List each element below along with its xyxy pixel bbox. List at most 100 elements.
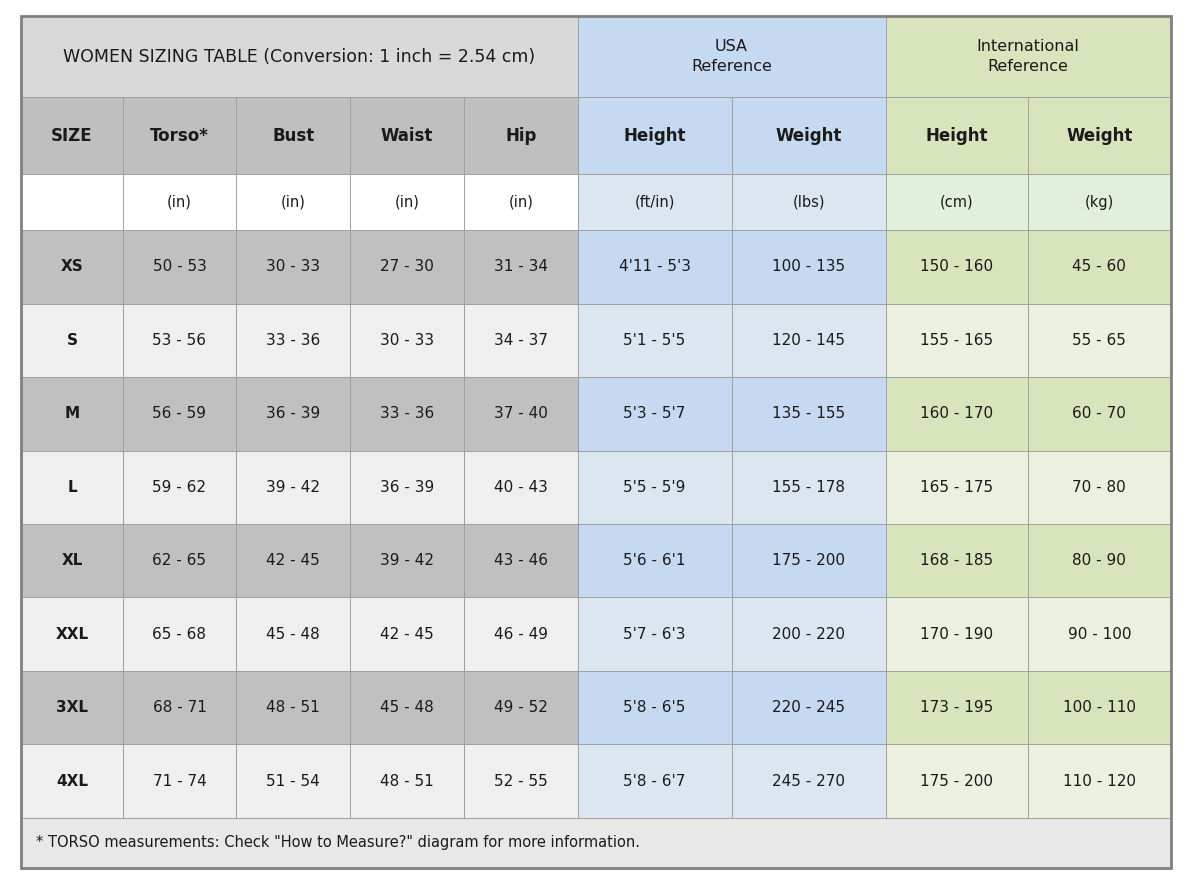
- Text: L: L: [67, 480, 76, 495]
- Bar: [123, 97, 236, 174]
- Text: 5'7 - 6'3: 5'7 - 6'3: [623, 627, 685, 642]
- Text: Torso*: Torso*: [150, 126, 209, 145]
- Bar: [464, 598, 578, 671]
- Text: (in): (in): [281, 194, 305, 210]
- Text: SIZE: SIZE: [51, 126, 93, 145]
- Bar: [350, 303, 464, 377]
- Bar: [1028, 230, 1171, 303]
- Text: 168 - 185: 168 - 185: [920, 553, 993, 568]
- Text: 150 - 160: 150 - 160: [920, 259, 993, 274]
- Text: 4XL: 4XL: [56, 774, 88, 789]
- Text: (ft/in): (ft/in): [634, 194, 675, 210]
- Text: 5'8 - 6'7: 5'8 - 6'7: [623, 774, 685, 789]
- Bar: [1028, 598, 1171, 671]
- Text: 155 - 178: 155 - 178: [772, 480, 845, 495]
- Bar: [236, 598, 350, 671]
- Bar: [350, 598, 464, 671]
- Text: 30 - 33: 30 - 33: [266, 259, 321, 274]
- Bar: [886, 230, 1028, 303]
- Text: S: S: [67, 332, 77, 347]
- Text: 4'11 - 5'3: 4'11 - 5'3: [619, 259, 690, 274]
- Bar: [578, 230, 732, 303]
- Text: 43 - 46: 43 - 46: [493, 553, 548, 568]
- Text: 5'6 - 6'1: 5'6 - 6'1: [623, 553, 685, 568]
- Text: (in): (in): [395, 194, 420, 210]
- Bar: [21, 744, 123, 818]
- Text: 175 - 200: 175 - 200: [920, 774, 993, 789]
- Bar: [578, 671, 732, 744]
- Bar: [1028, 377, 1171, 451]
- Text: 33 - 36: 33 - 36: [266, 332, 321, 347]
- Text: Bust: Bust: [272, 126, 315, 145]
- Bar: [21, 818, 1171, 868]
- Bar: [123, 744, 236, 818]
- Text: 173 - 195: 173 - 195: [920, 700, 993, 715]
- Text: 42 - 45: 42 - 45: [380, 627, 434, 642]
- Text: Hip: Hip: [505, 126, 536, 145]
- Text: 46 - 49: 46 - 49: [493, 627, 548, 642]
- Text: 245 - 270: 245 - 270: [772, 774, 845, 789]
- Bar: [886, 377, 1028, 451]
- Text: 53 - 56: 53 - 56: [153, 332, 206, 347]
- Bar: [123, 303, 236, 377]
- Text: (in): (in): [508, 194, 533, 210]
- Text: M: M: [64, 407, 80, 422]
- Bar: [1028, 97, 1171, 174]
- Bar: [732, 230, 886, 303]
- Bar: [350, 451, 464, 524]
- Text: 36 - 39: 36 - 39: [380, 480, 434, 495]
- Bar: [464, 377, 578, 451]
- Bar: [21, 524, 123, 598]
- Text: 3XL: 3XL: [56, 700, 88, 715]
- Bar: [464, 451, 578, 524]
- Bar: [886, 524, 1028, 598]
- Text: 50 - 53: 50 - 53: [153, 259, 206, 274]
- Text: 135 - 155: 135 - 155: [772, 407, 845, 422]
- Bar: [732, 451, 886, 524]
- Text: 71 - 74: 71 - 74: [153, 774, 206, 789]
- Text: 49 - 52: 49 - 52: [493, 700, 547, 715]
- Bar: [1028, 451, 1171, 524]
- Text: Height: Height: [623, 126, 685, 145]
- Bar: [464, 303, 578, 377]
- Text: XXL: XXL: [56, 627, 88, 642]
- Text: Weight: Weight: [1066, 126, 1132, 145]
- Text: 59 - 62: 59 - 62: [153, 480, 206, 495]
- Bar: [1028, 524, 1171, 598]
- Bar: [578, 524, 732, 598]
- Bar: [123, 174, 236, 230]
- Bar: [464, 174, 578, 230]
- Text: 165 - 175: 165 - 175: [920, 480, 993, 495]
- Bar: [464, 97, 578, 174]
- Bar: [21, 97, 123, 174]
- Text: 60 - 70: 60 - 70: [1073, 407, 1126, 422]
- Bar: [236, 377, 350, 451]
- Bar: [732, 97, 886, 174]
- Text: 155 - 165: 155 - 165: [920, 332, 993, 347]
- Bar: [732, 744, 886, 818]
- Text: 45 - 48: 45 - 48: [380, 700, 434, 715]
- Bar: [21, 598, 123, 671]
- Text: 68 - 71: 68 - 71: [153, 700, 206, 715]
- Bar: [464, 744, 578, 818]
- Text: 31 - 34: 31 - 34: [493, 259, 548, 274]
- Text: USA
Reference: USA Reference: [691, 39, 772, 74]
- Bar: [21, 174, 123, 230]
- Text: 80 - 90: 80 - 90: [1073, 553, 1126, 568]
- Bar: [578, 377, 732, 451]
- Bar: [236, 524, 350, 598]
- Bar: [886, 303, 1028, 377]
- Bar: [732, 377, 886, 451]
- Bar: [123, 598, 236, 671]
- Text: 30 - 33: 30 - 33: [380, 332, 434, 347]
- Bar: [21, 230, 123, 303]
- Text: (lbs): (lbs): [793, 194, 825, 210]
- Bar: [21, 451, 123, 524]
- Text: 5'1 - 5'5: 5'1 - 5'5: [623, 332, 685, 347]
- Text: (cm): (cm): [940, 194, 974, 210]
- Text: 33 - 36: 33 - 36: [380, 407, 434, 422]
- Text: (in): (in): [167, 194, 192, 210]
- Bar: [350, 97, 464, 174]
- Text: 48 - 51: 48 - 51: [380, 774, 434, 789]
- Bar: [123, 451, 236, 524]
